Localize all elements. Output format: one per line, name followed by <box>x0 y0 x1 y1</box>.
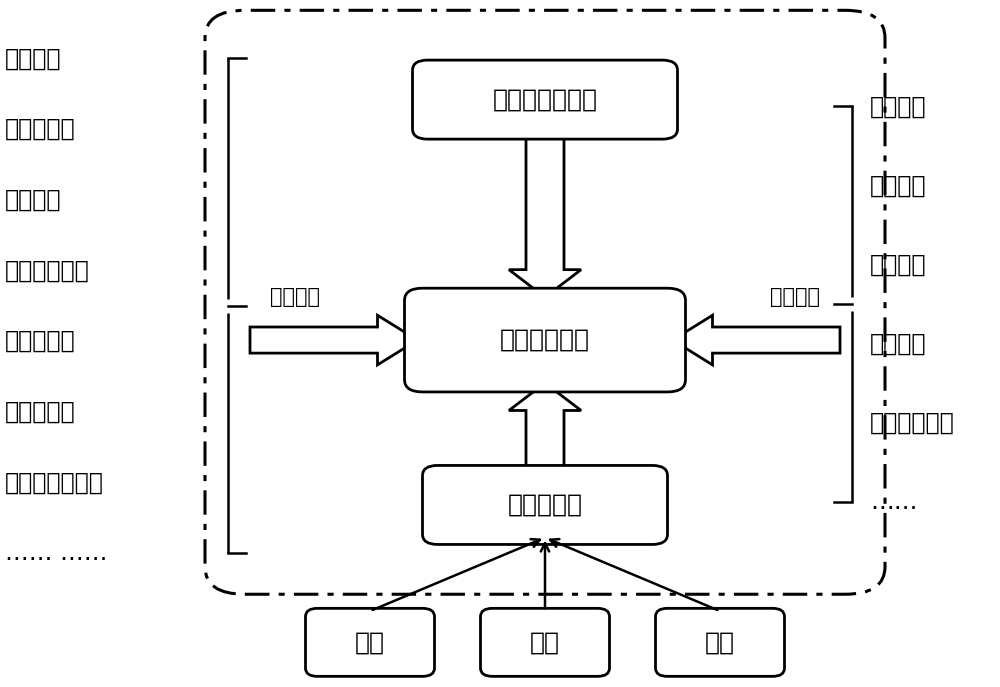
FancyBboxPatch shape <box>423 466 668 544</box>
Text: 长宽: 长宽 <box>705 631 735 654</box>
FancyBboxPatch shape <box>404 289 686 392</box>
Text: 行人数量: 行人数量 <box>870 174 926 197</box>
Text: …… ……: …… …… <box>5 541 108 565</box>
FancyBboxPatch shape <box>306 609 434 676</box>
Text: 上下游信号配时: 上下游信号配时 <box>492 88 598 111</box>
Text: 路段长宽: 路段长宽 <box>5 47 62 70</box>
Text: 行人健康程度: 行人健康程度 <box>870 411 955 434</box>
FancyArrow shape <box>509 383 581 473</box>
FancyArrow shape <box>672 315 840 365</box>
Text: 护栏开闭信号: 护栏开闭信号 <box>500 328 590 352</box>
Text: 位置: 位置 <box>530 631 560 654</box>
Text: 机动车行驶行为: 机动车行驶行为 <box>5 471 104 495</box>
FancyBboxPatch shape <box>656 609 784 676</box>
FancyArrow shape <box>509 132 581 297</box>
Text: 行人速度: 行人速度 <box>770 287 820 308</box>
Text: ……: …… <box>870 490 918 513</box>
Text: 行人性别: 行人性别 <box>870 332 926 355</box>
FancyBboxPatch shape <box>481 609 610 676</box>
Text: 形状: 形状 <box>355 631 385 654</box>
Text: 路面平整度: 路面平整度 <box>5 117 76 141</box>
Text: 机动车流量: 机动车流量 <box>5 329 76 353</box>
Text: 路面坡度: 路面坡度 <box>5 188 62 212</box>
Text: 机动车离散型: 机动车离散型 <box>5 258 90 282</box>
Text: 机动车密度: 机动车密度 <box>5 400 76 424</box>
FancyArrow shape <box>250 315 418 365</box>
Text: 路面宽度: 路面宽度 <box>870 95 926 118</box>
Text: 车辆速度: 车辆速度 <box>270 287 320 308</box>
Text: 行人年龄: 行人年龄 <box>870 253 926 276</box>
FancyBboxPatch shape <box>413 60 678 139</box>
Text: 安全岛设计: 安全岛设计 <box>508 493 582 517</box>
